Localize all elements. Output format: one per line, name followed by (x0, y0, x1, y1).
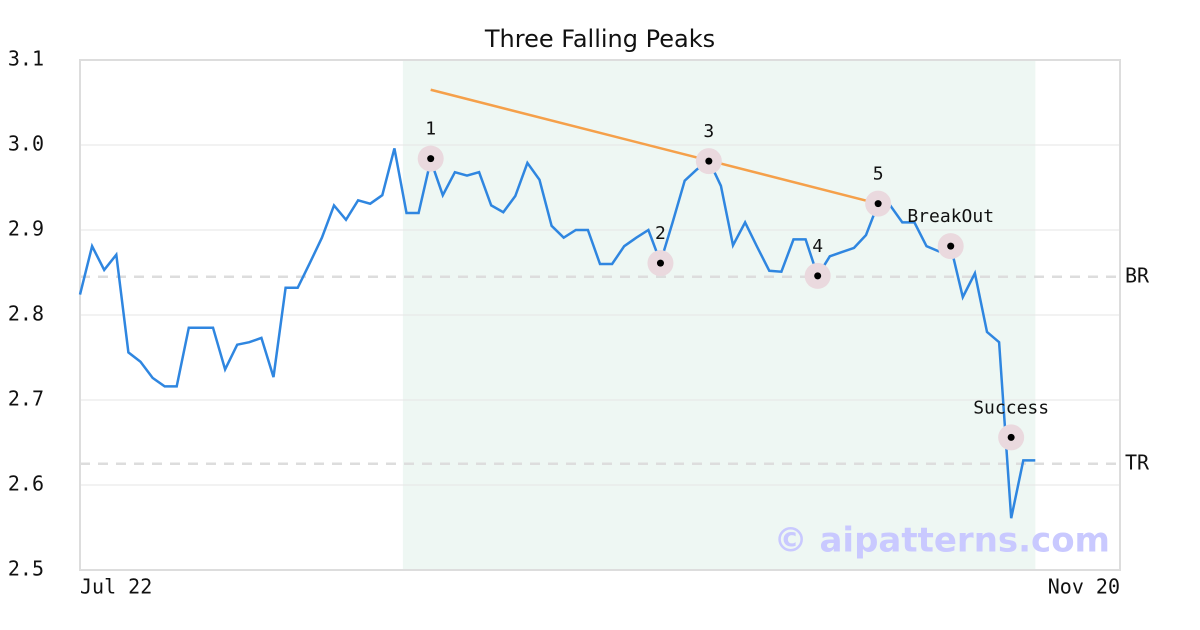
marker-label: 3 (703, 121, 714, 142)
marker-dot (705, 157, 713, 165)
trend-line (430, 88, 879, 205)
marker-dot (874, 200, 882, 208)
y-tick-label: 2.5 (8, 557, 44, 581)
y-tick-label: 3.1 (8, 47, 44, 71)
y-tick-label: 3.0 (8, 132, 44, 156)
marker-dot (947, 242, 955, 250)
reference-label: TR (1125, 450, 1150, 474)
marker-dot (656, 259, 664, 267)
marker-label: 5 (873, 164, 884, 185)
marker-dot (814, 272, 822, 280)
x-tick-label: Jul 22 (80, 575, 152, 599)
y-tick-label: 2.6 (8, 472, 44, 496)
marker-label: 4 (812, 236, 823, 257)
x-tick-label: Nov 20 (1048, 575, 1120, 599)
marker-label: 1 (425, 119, 436, 140)
marker-dot (427, 155, 435, 163)
y-tick-label: 2.8 (8, 302, 44, 326)
marker-dot (1007, 433, 1015, 441)
reference-label: BR (1125, 263, 1150, 287)
chart-title: Three Falling Peaks (484, 25, 715, 53)
plot-frame (79, 59, 1121, 571)
watermark: © aipatterns.com (774, 521, 1110, 561)
y-tick-label: 2.7 (8, 387, 44, 411)
y-tick-label: 2.9 (8, 217, 44, 241)
marker-label: 2 (655, 223, 666, 244)
marker-label: BreakOut (907, 206, 994, 227)
marker-label: Success (973, 397, 1049, 418)
